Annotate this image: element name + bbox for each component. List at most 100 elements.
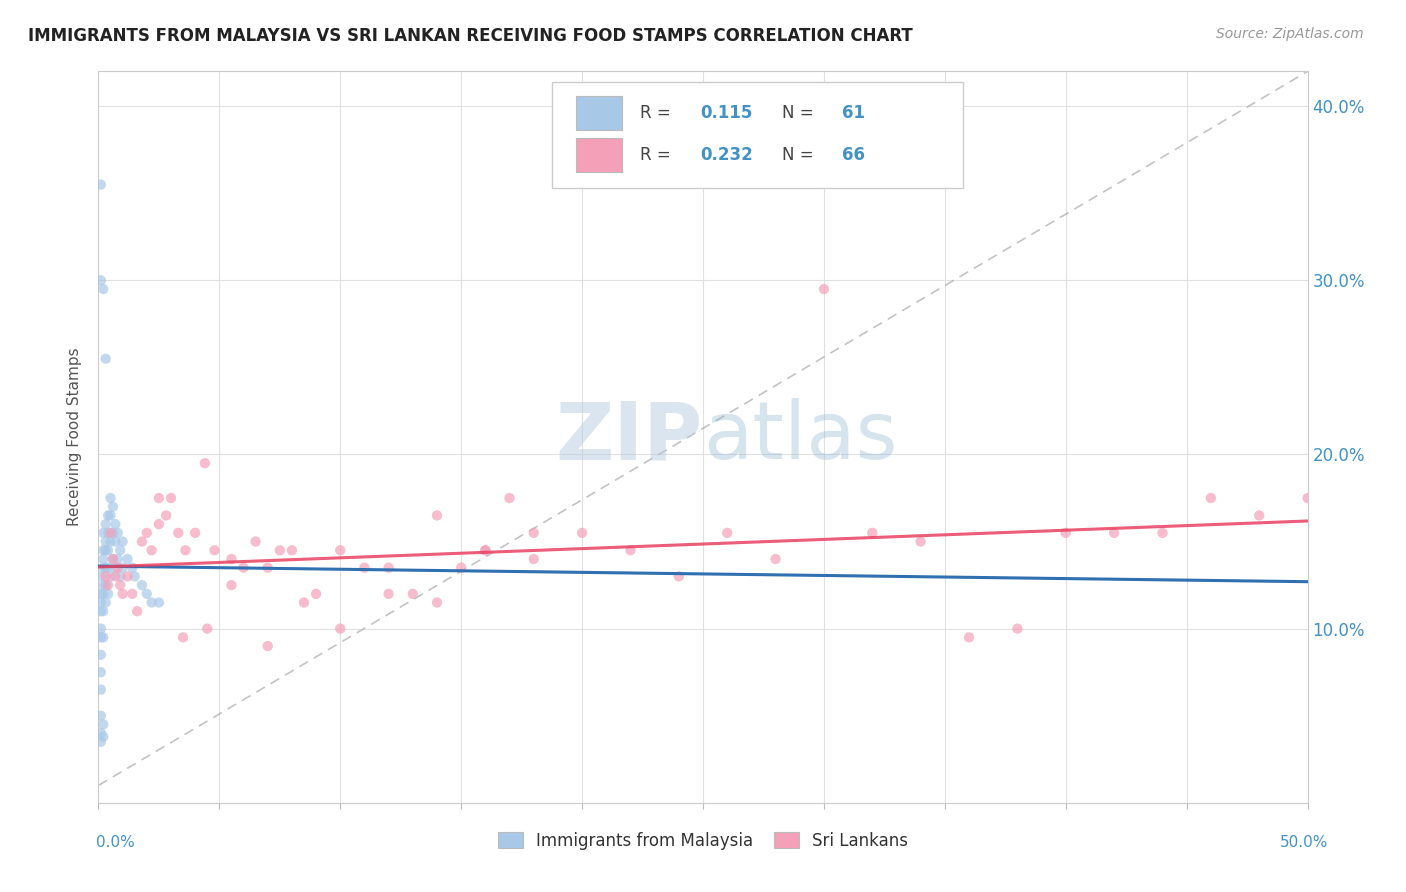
Point xyxy=(1296,491,1319,505)
Point xyxy=(148,517,170,532)
Point xyxy=(292,595,315,609)
Point xyxy=(131,534,153,549)
Text: 61: 61 xyxy=(842,104,865,122)
Point xyxy=(90,665,112,680)
Point xyxy=(91,543,114,558)
Text: Source: ZipAtlas.com: Source: ZipAtlas.com xyxy=(1216,27,1364,41)
Point xyxy=(104,569,127,583)
Point xyxy=(100,534,122,549)
Point xyxy=(184,525,207,540)
Point xyxy=(281,543,304,558)
Point xyxy=(97,525,120,540)
Point xyxy=(101,552,124,566)
Point xyxy=(377,560,399,574)
Point xyxy=(90,726,112,740)
Point xyxy=(104,534,127,549)
Point xyxy=(90,631,112,645)
Point xyxy=(256,639,278,653)
Point xyxy=(104,517,127,532)
Point xyxy=(108,578,131,592)
Point xyxy=(90,735,112,749)
Text: R =: R = xyxy=(640,146,676,164)
Text: R =: R = xyxy=(640,104,676,122)
Point xyxy=(100,508,122,523)
Point xyxy=(91,578,114,592)
Point xyxy=(329,543,352,558)
Text: IMMIGRANTS FROM MALAYSIA VS SRI LANKAN RECEIVING FOOD STAMPS CORRELATION CHART: IMMIGRANTS FROM MALAYSIA VS SRI LANKAN R… xyxy=(28,27,912,45)
Point xyxy=(329,622,352,636)
Point xyxy=(474,543,496,558)
Point xyxy=(141,543,163,558)
Point xyxy=(148,491,170,505)
Text: 0.232: 0.232 xyxy=(700,146,754,164)
Point xyxy=(111,560,134,574)
Point xyxy=(474,543,496,558)
Point xyxy=(523,552,546,566)
Point xyxy=(1054,525,1077,540)
Point xyxy=(91,282,114,296)
Text: 66: 66 xyxy=(842,146,865,164)
Text: 0.115: 0.115 xyxy=(700,104,754,122)
Point xyxy=(450,560,472,574)
Point xyxy=(377,587,399,601)
Point xyxy=(90,648,112,662)
Point xyxy=(90,595,112,609)
Point xyxy=(97,508,120,523)
Bar xyxy=(576,96,621,130)
Point xyxy=(97,578,120,592)
Point xyxy=(91,730,114,744)
Point xyxy=(1199,491,1222,505)
Text: atlas: atlas xyxy=(703,398,897,476)
Point xyxy=(91,587,114,601)
Point xyxy=(91,717,114,731)
Point xyxy=(94,578,117,592)
FancyBboxPatch shape xyxy=(551,82,963,188)
Point xyxy=(97,587,120,601)
Point xyxy=(100,569,122,583)
Point xyxy=(269,543,291,558)
Point xyxy=(108,569,131,583)
Point xyxy=(90,273,112,287)
Point xyxy=(121,560,143,574)
Point xyxy=(305,587,328,601)
Point xyxy=(716,525,738,540)
Point xyxy=(91,604,114,618)
Point xyxy=(127,604,149,618)
Bar xyxy=(576,138,621,171)
Point xyxy=(426,595,449,609)
Point xyxy=(221,552,243,566)
Point xyxy=(100,525,122,540)
Point xyxy=(90,178,112,192)
Point xyxy=(245,534,267,549)
Point xyxy=(232,560,254,574)
Point xyxy=(402,587,425,601)
Point xyxy=(94,595,117,609)
Point xyxy=(104,560,127,574)
Point xyxy=(91,560,114,574)
Point xyxy=(94,569,117,583)
Text: 0.0%: 0.0% xyxy=(96,836,135,850)
Point xyxy=(204,543,226,558)
Text: N =: N = xyxy=(782,146,818,164)
Point xyxy=(426,508,449,523)
Point xyxy=(135,587,157,601)
Point xyxy=(256,560,278,574)
Point xyxy=(195,622,218,636)
Point xyxy=(167,525,190,540)
Point xyxy=(90,569,112,583)
Point xyxy=(107,525,129,540)
Point xyxy=(111,534,134,549)
Point xyxy=(155,508,177,523)
Point xyxy=(498,491,520,505)
Point xyxy=(97,543,120,558)
Text: N =: N = xyxy=(782,104,818,122)
Point xyxy=(1102,525,1125,540)
Point xyxy=(117,552,139,566)
Point xyxy=(957,631,980,645)
Legend: Immigrants from Malaysia, Sri Lankans: Immigrants from Malaysia, Sri Lankans xyxy=(492,825,914,856)
Point xyxy=(100,491,122,505)
Point xyxy=(91,525,114,540)
Point xyxy=(121,587,143,601)
Point xyxy=(101,525,124,540)
Point xyxy=(131,578,153,592)
